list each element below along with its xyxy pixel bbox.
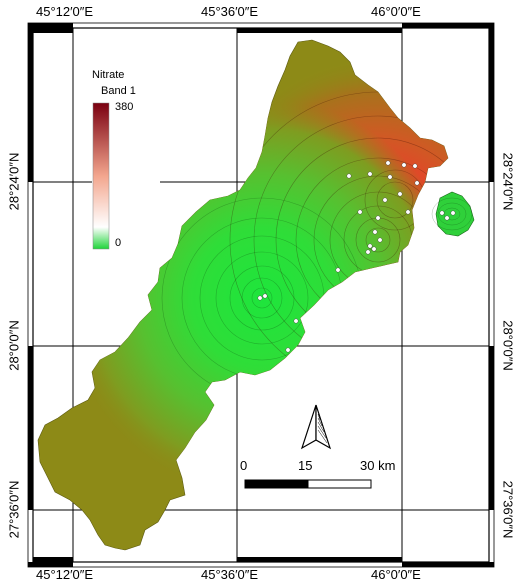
lat-label-left-2: 28°0′0″N: [6, 320, 22, 371]
lon-label-bottom-3: 46°0′0″E: [371, 567, 421, 582]
scale-label-15: 15: [298, 458, 313, 473]
scale-bar: [244, 479, 372, 489]
sample-points: [257, 160, 456, 353]
map-frame: [27, 22, 495, 568]
lat-label-right-2: 28°0′0″N: [500, 320, 516, 371]
north-arrow-icon: [300, 404, 332, 450]
legend-band: Band 1: [101, 85, 136, 97]
lon-label-top-1: 45°12′0″E: [36, 4, 94, 19]
lon-label-top-2: 45°36′0″E: [201, 4, 259, 19]
lat-label-right-1: 28°24′0″N: [500, 152, 516, 211]
legend-min-label: 0: [115, 237, 122, 249]
lon-label-bottom-2: 45°36′0″E: [201, 567, 259, 582]
main-region: [37, 39, 449, 551]
lat-label-right-3: 27°36′0″N: [500, 480, 516, 539]
lat-label-left-3: 27°36′0″N: [6, 480, 22, 539]
lon-label-bottom-1: 45°12′0″E: [36, 567, 94, 582]
lat-label-left-1: 28°24′0″N: [6, 152, 22, 211]
scale-label-30km: 30 km: [360, 458, 396, 473]
lon-label-top-3: 46°0′0″E: [371, 4, 421, 19]
legend-max-label: 380: [115, 101, 134, 113]
scale-label-0: 0: [240, 458, 248, 473]
legend-ramp: [92, 102, 110, 250]
legend-title: Nitrate: [92, 69, 125, 81]
